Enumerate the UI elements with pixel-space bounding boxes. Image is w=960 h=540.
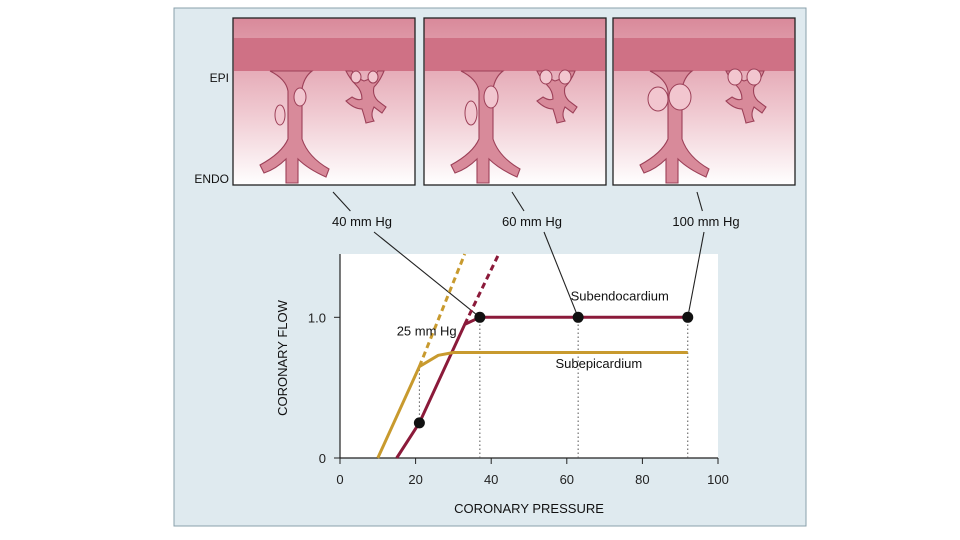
panel-100-mmhg [612,17,796,186]
data-point-marker [572,311,584,323]
panel-label-60: 60 mm Hg [502,214,562,229]
epi-label: EPI [210,71,229,85]
callout-line-upper [511,191,525,212]
x-tick-label: 0 [336,472,343,487]
drop-lines [418,317,689,458]
y-ticks: 01.0 [308,310,340,466]
data-point-marker [682,311,694,323]
x-axis-label: CORONARY PRESSURE [454,501,604,516]
dashed-extension [417,253,467,368]
data-point-marker [474,311,486,323]
callout-line-lower [373,231,481,318]
x-tick-label: 80 [635,472,649,487]
y-axis-label: CORONARY FLOW [275,299,290,416]
callout-line-upper [696,191,703,212]
data-series [376,315,688,459]
series-line-subendocardium [395,315,688,459]
series-line-subepicardium [376,350,688,459]
x-tick-label: 60 [560,472,574,487]
plot-area [340,254,718,458]
x-tick-label: 100 [707,472,729,487]
x-tick-label: 40 [484,472,498,487]
annotation-25-mmhg: 25 mm Hg [397,324,457,339]
panel-label-40: 40 mm Hg [332,214,392,229]
panel-60-mmhg [423,17,607,186]
callout-line-lower [543,231,579,318]
callout-line-lower [687,231,705,318]
data-markers [413,311,694,429]
data-point-marker [413,417,425,429]
endo-label: ENDO [194,172,229,186]
x-ticks: 0 20 40 60 80 100 [336,458,729,487]
dashed-extensions [417,253,501,368]
x-tick-label: 20 [408,472,422,487]
y-tick-label: 0 [319,451,326,466]
callout-line-upper [332,191,351,212]
annotation-subepicardium: Subepicardium [555,356,642,371]
panel-40-mmhg [232,17,416,186]
dashed-extension [463,253,501,325]
annotation-subendocardium: Subendocardium [571,288,669,303]
callout-lines [332,191,705,318]
y-tick-label: 1.0 [308,310,326,325]
panel-label-100: 100 mm Hg [672,214,739,229]
